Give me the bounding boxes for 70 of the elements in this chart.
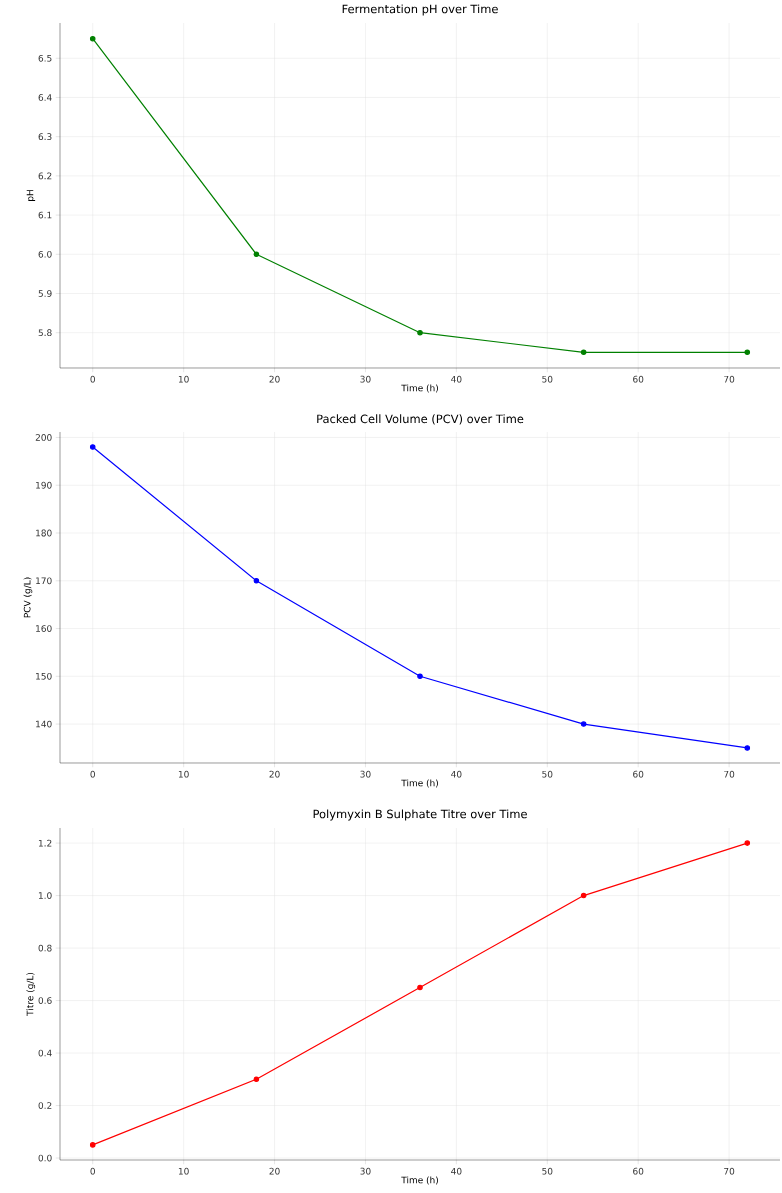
y-tick-label: 190 [36,481,52,489]
y-axis-title: PCV (g/L) [23,577,33,618]
point [580,721,587,727]
x-tick-label: 0 [90,375,95,383]
y-tick-label: 6.0 [38,250,52,258]
y-tick-label: 0.0 [38,1154,52,1162]
x-tick-label: 20 [269,1167,280,1175]
point [253,1076,260,1083]
y-tick-label: 0.8 [38,944,52,952]
point [89,444,96,450]
y-tick-label: 5.8 [38,329,52,337]
x-tick-label: 10 [178,1167,189,1175]
y-tick-label: 1.2 [38,839,52,847]
point [744,745,751,751]
y-tick-label: 150 [36,672,52,680]
x-tick-label: 10 [178,770,189,778]
point [744,840,751,846]
x-tick-label: 40 [451,770,462,778]
point [580,349,587,356]
y-tick-label: 170 [36,577,52,585]
point [253,577,260,584]
x-tick-label: 50 [542,1167,553,1175]
y-axis-title: pH [26,190,36,201]
x-tick-label: 30 [360,770,371,778]
x-tick-label: 30 [360,1167,371,1175]
y-tick-label: 160 [36,625,52,632]
point [89,1142,96,1148]
x-axis-title: Time (h) [401,779,438,788]
y-tick-label: 6.2 [38,172,52,180]
x-axis-title: Time (h) [401,384,438,393]
point [580,892,587,899]
x-tick-label: 0 [90,770,95,778]
y-tick-label: 140 [36,720,52,728]
point [417,673,423,680]
x-tick-label: 60 [633,770,644,778]
x-tick-label: 70 [724,770,735,778]
point [417,329,423,336]
point [89,35,96,42]
x-tick-label: 70 [724,375,735,383]
point [253,251,260,258]
chart-title: Polymyxin B Sulphate Titre over Time [313,809,527,821]
y-tick-label: 0.2 [38,1102,52,1109]
x-tick-label: 60 [633,1167,644,1175]
x-tick-label: 10 [178,375,189,383]
chart-title: Packed Cell Volume (PCV) over Time [317,414,524,425]
point [417,984,423,991]
x-tick-label: 30 [360,375,371,383]
y-tick-label: 6.3 [38,133,52,141]
y-tick-label: 5.9 [38,290,52,297]
x-tick-label: 60 [633,375,644,383]
y-axis-title: Titre (g/L) [26,972,36,1016]
chart-title: Fermentation pH over Time [342,4,498,16]
x-tick-label: 50 [542,375,553,383]
x-tick-label: 20 [269,770,280,778]
y-tick-label: 0.6 [38,997,52,1004]
x-tick-label: 50 [542,770,553,778]
x-axis-title: Time (h) [401,1176,438,1185]
x-tick-label: 70 [724,1167,735,1175]
x-tick-label: 20 [269,375,280,383]
y-tick-label: 0.4 [38,1049,52,1057]
y-tick-label: 6.4 [38,94,52,101]
y-tick-label: 1.0 [38,892,52,899]
x-tick-label: 0 [90,1167,95,1175]
y-tick-label: 200 [35,434,52,441]
y-tick-label: 6.1 [38,211,52,219]
y-tick-label: 180 [36,529,52,537]
x-tick-label: 40 [451,1167,462,1175]
point [744,349,751,356]
y-tick-label: 6.5 [38,54,52,62]
x-tick-label: 40 [451,375,462,383]
